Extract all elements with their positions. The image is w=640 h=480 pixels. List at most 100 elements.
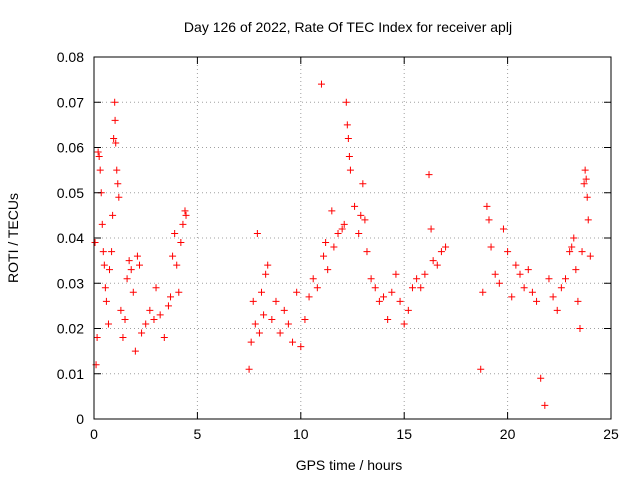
data-point-marker (284, 320, 292, 328)
data-point-marker (322, 239, 330, 247)
data-point-marker (121, 315, 129, 323)
data-point-marker (135, 261, 143, 269)
data-point-marker (101, 284, 109, 292)
axis-ticks (93, 56, 612, 420)
data-point-marker (371, 284, 379, 292)
data-point-marker (516, 270, 524, 278)
data-point-marker (258, 288, 266, 296)
data-point-marker (131, 347, 139, 355)
data-point-marker (334, 229, 342, 237)
data-point-marker (396, 297, 404, 305)
data-point-marker (146, 306, 154, 314)
data-point-marker (313, 284, 321, 292)
data-point-marker (346, 166, 354, 174)
data-point-marker (109, 211, 117, 219)
data-point-marker (305, 293, 313, 301)
plot-markers (91, 80, 594, 409)
data-point-marker (108, 248, 116, 256)
data-point-marker (138, 329, 146, 337)
x-tick-label: 20 (500, 426, 516, 442)
data-point-marker (504, 248, 512, 256)
data-point-marker (578, 248, 586, 256)
data-point-marker (367, 275, 375, 283)
data-point-marker (129, 288, 137, 296)
data-point-marker (167, 293, 175, 301)
data-point-marker (293, 288, 301, 296)
data-point-marker (429, 257, 437, 265)
data-point-marker (104, 320, 112, 328)
data-point-marker (499, 225, 507, 233)
data-point-marker (179, 220, 187, 228)
data-point-marker (343, 121, 351, 129)
data-point-marker (580, 180, 588, 188)
data-point-marker (94, 148, 102, 156)
data-point-marker (150, 315, 158, 323)
data-point-marker (111, 98, 119, 106)
plot-area-border (93, 56, 612, 420)
data-point-marker (433, 261, 441, 269)
data-point-marker (566, 248, 574, 256)
data-point-marker (417, 284, 425, 292)
data-point-marker (584, 216, 592, 224)
data-point-marker (115, 193, 123, 201)
data-point-marker (133, 252, 141, 260)
data-point-marker (351, 202, 359, 210)
data-point-marker (338, 225, 346, 233)
data-point-marker (491, 270, 499, 278)
data-point-marker (289, 338, 297, 346)
data-point-marker (392, 270, 400, 278)
data-point-marker (508, 293, 516, 301)
y-tick-label: 0 (76, 411, 84, 427)
data-point-marker (169, 252, 177, 260)
data-point-marker (537, 374, 545, 382)
data-point-marker (442, 243, 450, 251)
data-point-marker (487, 243, 495, 251)
data-point-marker (110, 134, 118, 142)
data-point-marker (93, 334, 101, 342)
data-point-marker (359, 180, 367, 188)
data-point-marker (562, 275, 570, 283)
x-tick-label: 5 (194, 426, 202, 442)
data-point-marker (586, 252, 594, 260)
data-point-marker (357, 211, 365, 219)
data-point-marker (384, 315, 392, 323)
data-point-marker (572, 266, 580, 274)
data-point-marker (549, 293, 557, 301)
grid-lines (94, 57, 611, 419)
x-axis-label: GPS time / hours (296, 457, 403, 473)
data-point-marker (342, 98, 350, 106)
x-tick-label: 0 (90, 426, 98, 442)
data-point-marker (102, 297, 110, 305)
y-tick-label: 0.06 (57, 140, 84, 156)
data-point-marker (483, 202, 491, 210)
data-point-marker (112, 139, 120, 147)
data-point-marker (581, 166, 589, 174)
data-point-marker (421, 270, 429, 278)
x-tick-label: 15 (396, 426, 412, 442)
data-point-marker (123, 275, 131, 283)
data-point-marker (260, 311, 268, 319)
data-point-marker (363, 248, 371, 256)
data-point-marker (142, 320, 150, 328)
data-point-marker (114, 180, 122, 188)
data-point-marker (574, 297, 582, 305)
data-point-marker (576, 325, 584, 332)
data-point-marker (164, 302, 172, 310)
y-tick-label: 0.04 (57, 230, 84, 246)
data-point-marker (160, 334, 168, 342)
y-tick-labels: 0 0.01 0.02 0.03 0.04 0.05 0.06 0.07 0.08 (57, 49, 84, 427)
data-point-marker (251, 320, 259, 328)
data-point-marker (408, 284, 416, 292)
data-point-marker (255, 329, 263, 337)
data-point-marker (553, 306, 561, 314)
data-point-marker (380, 293, 388, 301)
data-point-marker (96, 166, 104, 174)
data-point-marker (388, 288, 396, 296)
data-point-marker (545, 275, 553, 283)
data-point-marker (520, 284, 528, 292)
data-point-marker (375, 297, 383, 305)
data-point-marker (479, 288, 487, 296)
data-point-marker (361, 216, 369, 224)
data-point-marker (272, 297, 280, 305)
data-point-marker (156, 311, 164, 319)
